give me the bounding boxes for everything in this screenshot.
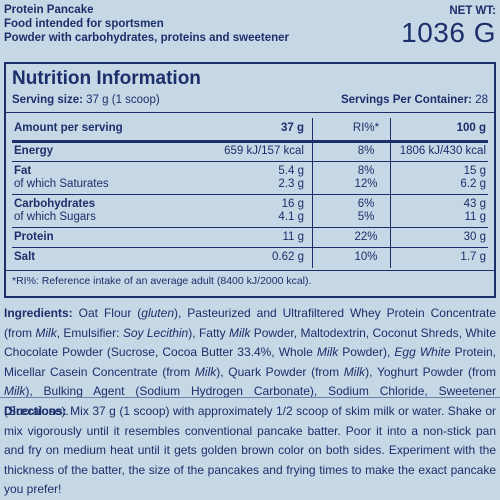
ingredients-text: Protein, Micellar Casein Concentrate (fr… (4, 345, 496, 379)
protein-per-serving: 11 g (282, 231, 304, 243)
directions-text: Mix 37 g (1 scoop) with approximately 1/… (4, 404, 496, 496)
ingredients-text: ), Fatty (188, 325, 229, 340)
ingredients-text: , Emulsifier: (56, 325, 123, 340)
protein-ri: 22% (354, 231, 378, 243)
serving-size: Serving size: 37 g (1 scoop) (12, 94, 160, 106)
saturates-per-serving: 2.3 g (278, 178, 304, 190)
allergen-text: Milk (194, 364, 217, 379)
column-divider (390, 118, 391, 268)
salt-per-serving: 0.62 g (272, 251, 304, 263)
product-name: Protein Pancake (4, 4, 94, 16)
ingredients-paragraph: Ingredients: Oat Flour (gluten), Pasteur… (4, 304, 496, 421)
salt-label: Salt (14, 251, 36, 263)
net-weight-value: 1036 G (401, 17, 496, 48)
reference-intake-note: *RI%: Reference intake of an average adu… (12, 275, 312, 287)
servings-per-container-value: 28 (475, 94, 488, 106)
carbohydrates-per-100g: 43 g (463, 198, 486, 210)
row-rule (12, 247, 488, 248)
product-header: Protein Pancake Food intended for sports… (4, 3, 496, 61)
product-category: Food intended for sportsmen (4, 18, 164, 30)
allergen-text: gluten (141, 306, 174, 320)
carbohydrates-label: Carbohydrates (14, 198, 96, 210)
fat-label: Fat (14, 165, 32, 177)
allergen-text: Milk (343, 364, 366, 379)
servings-per-container-label: Servings Per Container: (340, 94, 472, 106)
column-divider (312, 118, 313, 268)
allergen-text: Soy Lecithin (122, 325, 189, 340)
saturates-label: of which Saturates (14, 178, 109, 190)
ingredients-text: ), Pasteurized and Ultrafiltered Whey Pr… (4, 306, 496, 340)
sugars-per-serving: 4.1 g (278, 211, 304, 223)
serving-size-value: 37 g (1 scoop) (86, 94, 160, 106)
table-bottom-rule (6, 270, 494, 271)
ingredients-text: Oat Flour ( (78, 306, 142, 320)
sugars-per-100g: 11 g (464, 211, 486, 223)
allergen-text: Milk (316, 345, 339, 359)
sugars-ri: 5% (357, 211, 375, 223)
nutrition-table: Amount per serving 37 g RI%* 100 g Energ… (12, 116, 488, 268)
row-rule (12, 161, 488, 162)
header-per-100g: 100 g (456, 122, 486, 134)
header-per-serving: 37 g (280, 122, 304, 134)
serving-info: Serving size: 37 g (1 scoop) Servings Pe… (12, 94, 488, 108)
ingredients-label: Ingredients: (4, 306, 73, 320)
nutrition-title: Nutrition Information (12, 68, 201, 89)
table-top-rule (6, 112, 494, 113)
energy-per-100g: 1806 kJ/430 kcal (399, 145, 486, 157)
energy-per-serving: 659 kJ/157 kcal (224, 145, 304, 157)
energy-label: Energy (14, 145, 53, 157)
net-weight-label: NET WT: (449, 5, 496, 17)
product-composition: Powder with carbohydrates, proteins and … (4, 32, 290, 44)
ingredients-text: Powder), (338, 345, 395, 359)
row-rule (12, 227, 488, 228)
row-rule (12, 194, 488, 195)
saturates-ri: 12% (354, 178, 378, 190)
ingredients-text: ), Bulking Agent (Sodium Hydrogen Carbon… (4, 384, 496, 418)
header-ri: RI%* (352, 122, 380, 134)
saturates-per-100g: 6.2 g (460, 178, 486, 190)
sugars-label: of which Sugars (14, 211, 96, 223)
header-rule (12, 140, 488, 143)
allergen-text: Egg White (394, 345, 451, 359)
protein-per-100g: 30 g (463, 231, 486, 243)
fat-ri: 8% (357, 165, 375, 177)
allergen-text: Milk (35, 325, 57, 340)
nutrition-panel: Nutrition Information Serving size: 37 g… (4, 62, 496, 298)
salt-per-100g: 1.7 g (460, 251, 486, 263)
salt-ri: 10% (354, 251, 378, 263)
directions-label: Directions: (4, 404, 67, 418)
ingredients-text: Powder, Maltodextrin, Coconut Shreds, Wh… (4, 325, 496, 360)
header-amount-per-serving: Amount per serving (14, 122, 123, 134)
directions-paragraph: Directions: Mix 37 g (1 scoop) with appr… (4, 402, 496, 500)
allergen-text: Milk (4, 384, 26, 398)
section-divider (0, 397, 500, 398)
ingredients-text: ), Yoghurt Powder (from (365, 364, 496, 379)
allergen-text: Milk (229, 325, 251, 340)
carbohydrates-ri: 6% (357, 198, 375, 210)
serving-size-label: Serving size: (12, 94, 83, 106)
fat-per-100g: 15 g (463, 165, 486, 177)
fat-per-serving: 5.4 g (278, 165, 304, 177)
protein-label: Protein (14, 231, 54, 243)
servings-per-container: Servings Per Container: 28 (341, 94, 488, 106)
carbohydrates-per-serving: 16 g (281, 198, 304, 210)
energy-ri: 8% (357, 145, 375, 157)
ingredients-text: ), Quark Powder (from (216, 364, 344, 379)
product-description: Protein Pancake Food intended for sports… (4, 3, 289, 45)
